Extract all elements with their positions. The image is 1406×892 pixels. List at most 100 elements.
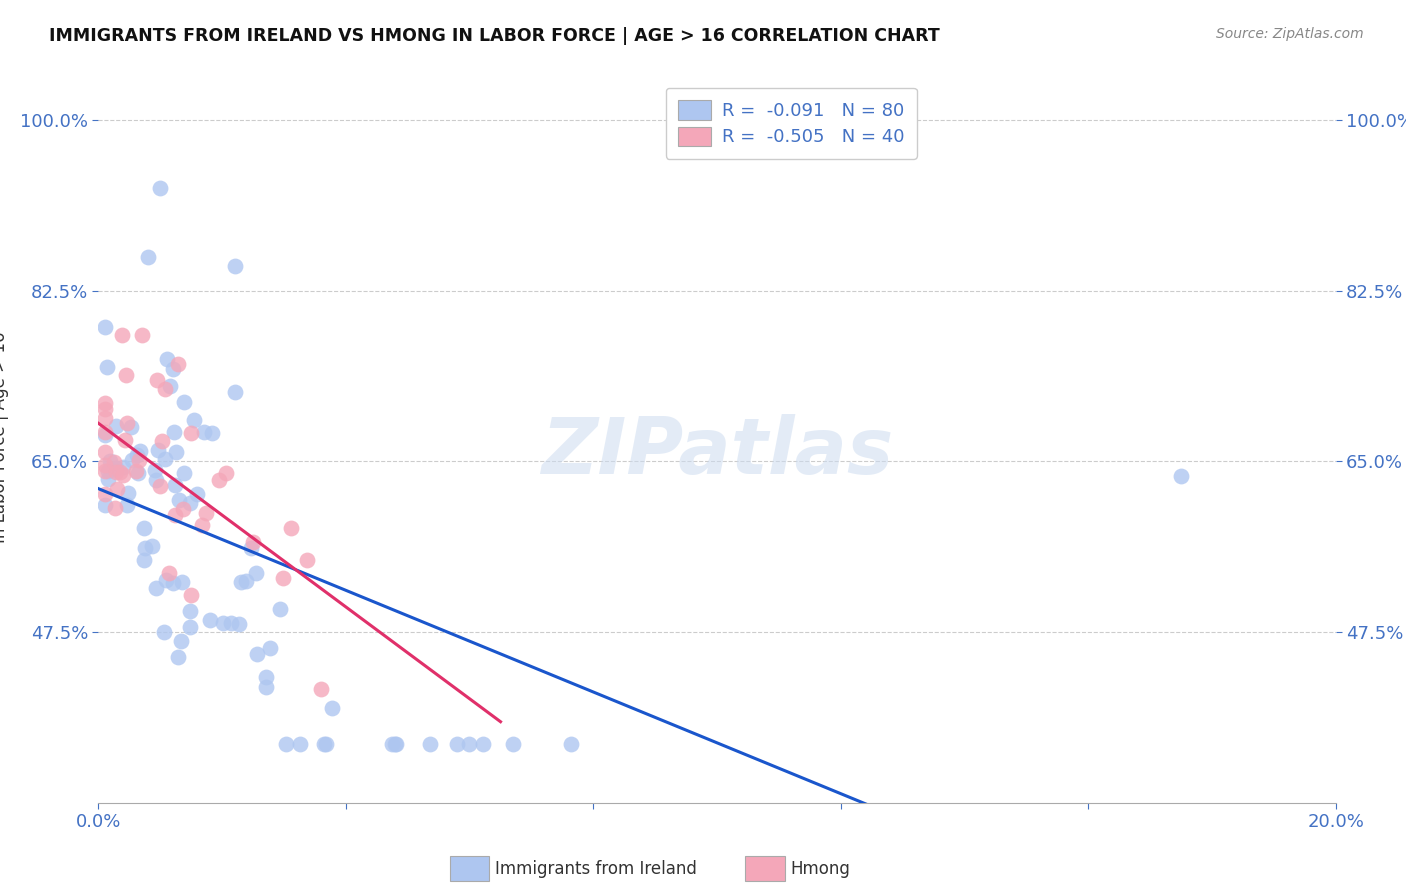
- Point: [502, 737, 524, 751]
- Point: [254, 670, 277, 684]
- Point: [111, 327, 134, 342]
- Point: [183, 413, 205, 427]
- Point: [295, 553, 318, 567]
- Point: [288, 737, 311, 751]
- Point: [131, 327, 153, 342]
- Point: [419, 737, 441, 751]
- Point: [384, 737, 406, 751]
- Point: [245, 566, 267, 581]
- Point: [145, 473, 167, 487]
- Point: [143, 463, 166, 477]
- Point: [193, 425, 215, 440]
- Point: [159, 378, 181, 392]
- Point: [165, 444, 187, 458]
- Point: [240, 541, 263, 556]
- Point: [224, 385, 246, 400]
- Point: [93, 464, 115, 478]
- Point: [195, 506, 218, 520]
- Point: [146, 442, 169, 457]
- Point: [208, 473, 231, 487]
- Point: [97, 472, 120, 486]
- Point: [458, 737, 481, 751]
- Point: [127, 448, 149, 462]
- Point: [235, 574, 257, 588]
- Point: [259, 641, 281, 656]
- Point: [132, 553, 155, 567]
- Legend: R =  -0.091   N = 80, R =  -0.505   N = 40: R = -0.091 N = 80, R = -0.505 N = 40: [666, 87, 917, 159]
- Point: [163, 425, 186, 439]
- Point: [153, 382, 176, 396]
- Point: [246, 647, 269, 661]
- Point: [93, 458, 115, 473]
- Text: Source: ZipAtlas.com: Source: ZipAtlas.com: [1216, 27, 1364, 41]
- Point: [219, 616, 242, 631]
- Point: [179, 620, 201, 634]
- Point: [93, 320, 115, 334]
- Point: [380, 737, 402, 751]
- Point: [110, 465, 132, 479]
- Point: [93, 445, 115, 459]
- Point: [242, 535, 264, 549]
- Point: [201, 425, 224, 440]
- Point: [162, 575, 184, 590]
- Point: [173, 395, 195, 409]
- Point: [274, 737, 297, 751]
- Point: [96, 360, 118, 375]
- Point: [115, 498, 138, 512]
- Point: [472, 737, 495, 751]
- Point: [254, 681, 277, 695]
- Point: [127, 466, 149, 480]
- Point: [136, 250, 159, 264]
- Point: [114, 433, 136, 447]
- Point: [280, 521, 302, 535]
- Point: [134, 520, 156, 534]
- Y-axis label: In Labor Force | Age > 16: In Labor Force | Age > 16: [0, 331, 8, 543]
- Point: [128, 452, 150, 467]
- Point: [170, 575, 193, 590]
- Point: [228, 617, 250, 632]
- Point: [129, 444, 152, 458]
- Point: [321, 701, 343, 715]
- Point: [141, 539, 163, 553]
- Point: [224, 260, 246, 274]
- Point: [215, 466, 238, 480]
- Point: [93, 425, 115, 439]
- Point: [125, 465, 148, 479]
- Point: [180, 588, 202, 602]
- Point: [117, 416, 139, 430]
- Point: [103, 454, 125, 468]
- Point: [153, 625, 176, 640]
- Point: [111, 468, 134, 483]
- Point: [315, 737, 337, 751]
- Point: [179, 496, 201, 510]
- Point: [269, 602, 291, 616]
- Point: [104, 501, 127, 516]
- Point: [100, 454, 122, 468]
- Point: [312, 737, 335, 751]
- Point: [186, 486, 208, 500]
- Point: [93, 396, 115, 410]
- Point: [120, 420, 142, 434]
- Point: [145, 581, 167, 595]
- Point: [173, 467, 195, 481]
- Point: [167, 493, 190, 508]
- Point: [172, 501, 194, 516]
- Point: [149, 181, 172, 195]
- Point: [1170, 469, 1192, 483]
- Point: [165, 508, 187, 523]
- Text: Hmong: Hmong: [790, 860, 851, 878]
- Point: [94, 498, 117, 512]
- Point: [162, 362, 184, 376]
- Point: [153, 452, 176, 467]
- Point: [121, 452, 143, 467]
- Point: [117, 486, 139, 500]
- Point: [105, 461, 128, 475]
- Point: [165, 478, 187, 492]
- Text: ZIPatlas: ZIPatlas: [541, 414, 893, 490]
- Point: [93, 487, 115, 501]
- Point: [145, 373, 167, 387]
- Point: [156, 352, 179, 367]
- Point: [97, 464, 120, 478]
- Point: [198, 613, 221, 627]
- Point: [93, 401, 115, 416]
